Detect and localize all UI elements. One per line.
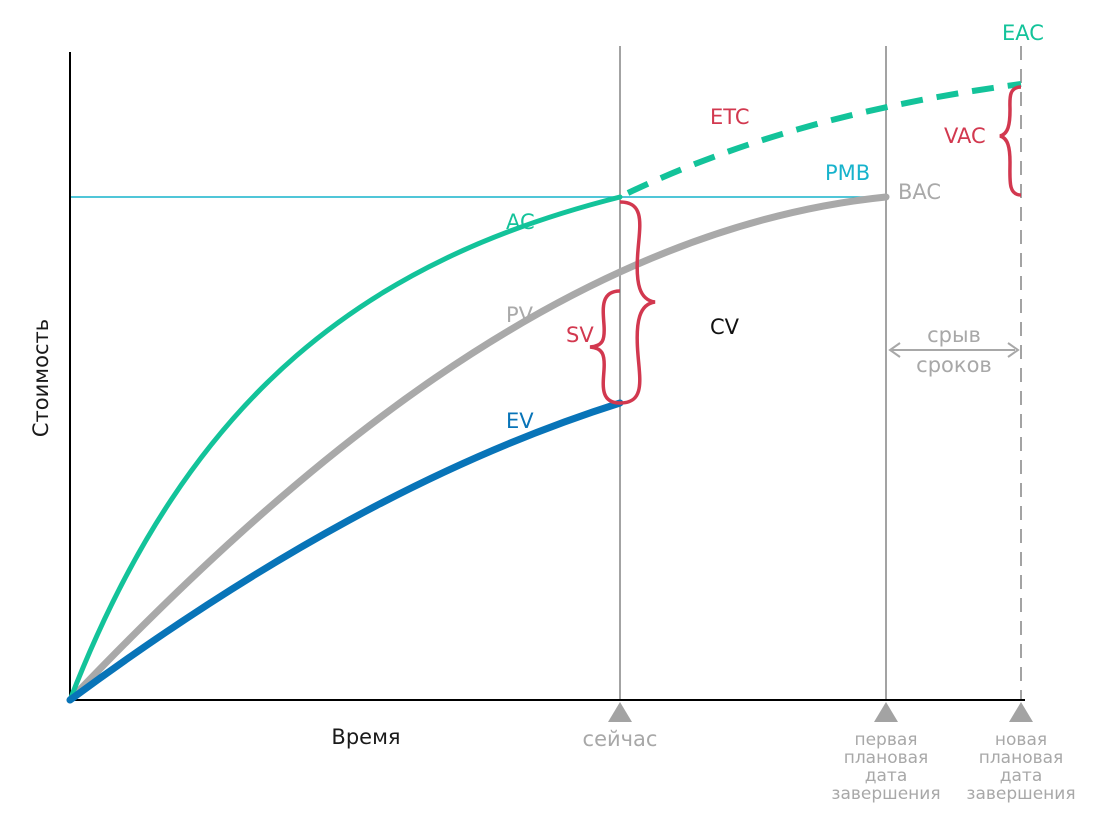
ev-label: EV <box>506 409 534 433</box>
slip-label-line2: сроков <box>916 353 992 377</box>
eac-label: EAC <box>1002 21 1044 45</box>
bac-label: BAC <box>898 180 941 204</box>
first-planned-marker <box>874 702 898 722</box>
slip-label-line1: срыв <box>927 323 981 347</box>
x-axis-label: Время <box>331 725 400 749</box>
slip-arrow-right-head <box>1007 342 1020 358</box>
sv-brace <box>589 289 621 405</box>
new-planned-label-1: новая <box>995 730 1047 750</box>
vac-label: VAC <box>944 124 986 148</box>
cv-label: CV <box>710 315 740 339</box>
first-planned-label-3: дата <box>865 766 908 786</box>
ev-curve <box>66 399 624 704</box>
first-planned-label-4: завершения <box>831 784 940 804</box>
new-planned-marker <box>1009 702 1033 722</box>
new-planned-label-2: плановая <box>979 748 1064 768</box>
new-planned-label-4: завершения <box>966 784 1075 804</box>
cv-brace <box>619 200 656 405</box>
pv-curve <box>66 193 890 704</box>
ac-curve <box>67 194 623 703</box>
new-planned-label-3: дата <box>1000 766 1043 786</box>
slip-arrow-left-head <box>888 342 901 358</box>
vac-brace <box>999 85 1022 197</box>
sv-label: SV <box>566 323 594 347</box>
etc-label: ETC <box>710 105 750 129</box>
first-planned-label-2: плановая <box>844 748 929 768</box>
y-axis-label: Стоимость <box>29 319 53 437</box>
ac-label: AC <box>506 210 535 234</box>
pmb-label: PMB <box>825 161 870 185</box>
pv-label: PV <box>506 303 534 327</box>
now-marker <box>608 702 632 722</box>
first-planned-label-1: первая <box>854 730 917 750</box>
now-label: сейчас <box>583 727 658 751</box>
